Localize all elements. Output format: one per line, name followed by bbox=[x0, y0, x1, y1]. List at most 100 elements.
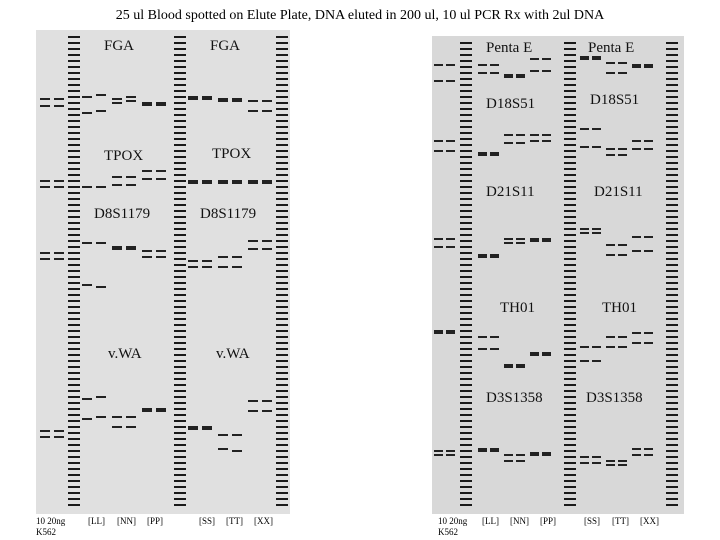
ladder-band bbox=[68, 312, 80, 314]
ladder-band bbox=[460, 270, 472, 272]
locus-label-vwa: v.WA bbox=[108, 346, 142, 362]
ladder-band bbox=[666, 120, 678, 122]
ladder-band bbox=[564, 114, 576, 116]
ladder-band bbox=[460, 216, 472, 218]
ladder-band bbox=[276, 420, 288, 422]
ladder-band bbox=[460, 48, 472, 50]
ladder-band bbox=[174, 246, 186, 248]
ladder-band bbox=[276, 252, 288, 254]
allele-band bbox=[96, 396, 106, 398]
ladder-band bbox=[68, 282, 80, 284]
allele-band bbox=[156, 104, 166, 106]
allele-band bbox=[592, 360, 601, 362]
ladder-band bbox=[68, 138, 80, 140]
ladder-band bbox=[564, 420, 576, 422]
ladder-band bbox=[460, 258, 472, 260]
ladder-band bbox=[564, 102, 576, 104]
ladder-band bbox=[564, 78, 576, 80]
ladder-band bbox=[276, 120, 288, 122]
allele-band bbox=[446, 150, 455, 152]
allele-band bbox=[530, 140, 539, 142]
ladder-band bbox=[68, 438, 80, 440]
locus-label-fga: FGA bbox=[104, 38, 135, 54]
ladder-band bbox=[564, 174, 576, 176]
ladder-band bbox=[460, 324, 472, 326]
ladder-band bbox=[564, 276, 576, 278]
ladder-band bbox=[564, 180, 576, 182]
ladder-band bbox=[460, 408, 472, 410]
ladder-band bbox=[666, 234, 678, 236]
right-footer-control: 10 20ng K562 bbox=[438, 516, 467, 538]
ladder-band bbox=[460, 402, 472, 404]
allele-band bbox=[82, 242, 92, 244]
allele-band bbox=[96, 416, 106, 418]
allele-band bbox=[580, 360, 589, 362]
allele-band bbox=[54, 98, 64, 100]
sample-label: [XX] bbox=[640, 516, 659, 526]
ladder-band bbox=[564, 150, 576, 152]
ladder-band bbox=[460, 390, 472, 392]
ladder-band bbox=[460, 180, 472, 182]
ladder-band bbox=[460, 132, 472, 134]
ladder-band bbox=[174, 48, 186, 50]
ladder-band bbox=[666, 144, 678, 146]
ladder-band bbox=[460, 192, 472, 194]
allele-band bbox=[542, 140, 551, 142]
ladder-band bbox=[174, 498, 186, 500]
ladder-band bbox=[460, 360, 472, 362]
ladder-band bbox=[666, 498, 678, 500]
ladder-band bbox=[564, 318, 576, 320]
allele-band bbox=[530, 134, 539, 136]
allele-band bbox=[516, 134, 525, 136]
ladder-band bbox=[666, 72, 678, 74]
ladder-band bbox=[174, 156, 186, 158]
ladder-band bbox=[68, 354, 80, 356]
ladder-band bbox=[68, 174, 80, 176]
allele-band bbox=[82, 112, 92, 114]
ladder-band bbox=[564, 390, 576, 392]
ladder-band bbox=[276, 504, 288, 506]
allele-band bbox=[542, 58, 551, 60]
sample-label: [PP] bbox=[540, 516, 557, 526]
ladder-band bbox=[564, 312, 576, 314]
allele-band bbox=[592, 462, 601, 464]
ladder-band bbox=[564, 222, 576, 224]
ladder-band bbox=[276, 390, 288, 392]
ladder-band bbox=[68, 240, 80, 242]
allele-band bbox=[542, 134, 551, 136]
locus-label-penta-e: Penta E bbox=[588, 40, 635, 56]
ladder-band bbox=[666, 198, 678, 200]
ladder-band bbox=[564, 120, 576, 122]
allele-band bbox=[618, 336, 627, 338]
allele-band bbox=[262, 180, 272, 182]
ladder-band bbox=[276, 354, 288, 356]
allele-band bbox=[202, 260, 212, 262]
ladder-band bbox=[68, 402, 80, 404]
ladder-band bbox=[460, 426, 472, 428]
ladder-band bbox=[666, 156, 678, 158]
ladder-band bbox=[460, 444, 472, 446]
allele-band bbox=[218, 256, 228, 258]
allele-band bbox=[504, 76, 513, 78]
allele-band bbox=[516, 366, 525, 368]
ladder-band bbox=[174, 486, 186, 488]
ladder-band bbox=[276, 300, 288, 302]
allele-band bbox=[218, 434, 228, 436]
ladder-band bbox=[460, 168, 472, 170]
allele-band bbox=[248, 400, 258, 402]
ladder-band bbox=[68, 42, 80, 44]
ladder-band bbox=[666, 216, 678, 218]
allele-band bbox=[504, 74, 513, 76]
ladder-band bbox=[666, 330, 678, 332]
allele-band bbox=[516, 460, 525, 462]
ladder-band bbox=[666, 42, 678, 44]
ladder-band bbox=[564, 234, 576, 236]
allele-band bbox=[618, 244, 627, 246]
ladder-band bbox=[666, 414, 678, 416]
ladder-band bbox=[68, 462, 80, 464]
ladder-band bbox=[68, 258, 80, 260]
ladder-band bbox=[276, 324, 288, 326]
ladder-band bbox=[666, 240, 678, 242]
allele-band bbox=[218, 180, 228, 182]
allele-band bbox=[490, 336, 499, 338]
